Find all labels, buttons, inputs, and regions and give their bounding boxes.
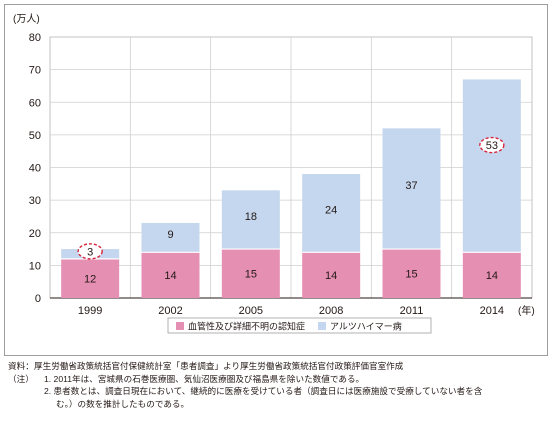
x-axis: 1999 2002 2005 2008 2011 2014 (年) (78, 304, 535, 317)
bar-segment-alzheimer (462, 79, 521, 253)
gridlines (49, 36, 533, 299)
y-axis: 0 10 20 30 40 50 60 70 80 (万人) (13, 13, 532, 305)
x-tick-label: 2014 (480, 305, 504, 317)
y-tick-label: 70 (29, 65, 41, 77)
bar-segment-alzheimer (302, 174, 361, 253)
source-text: 厚生労働省政策統括官付保健統計室「患者調査」より厚生労働省政策統括官付政策評価官… (34, 361, 404, 371)
bar-segment-vascular (462, 252, 521, 298)
x-unit-label: (年) (518, 304, 535, 317)
x-tick-label: 2005 (239, 305, 263, 317)
y-tick-label: 40 (29, 163, 41, 175)
x-tick-label: 2008 (319, 305, 343, 317)
highlight-circle (479, 136, 505, 154)
y-tick-label: 50 (29, 130, 41, 142)
y-tick-label: 10 (29, 260, 41, 272)
y-tick-label: 0 (35, 293, 41, 305)
source-note: 資料： 厚生労働省政策統括官付保健統計室「患者調査」より厚生労働省政策統括官付政… (8, 360, 548, 373)
y-tick-label: 20 (29, 228, 41, 240)
note-2-cont: む。）の数を推計したものである。 (56, 398, 190, 409)
y-unit-label: (万人) (13, 13, 40, 25)
highlight-circle (77, 243, 103, 260)
bar-segment-vascular (302, 252, 361, 298)
y-tick-label: 80 (29, 32, 41, 44)
data-label-vascular: 14 (325, 270, 337, 282)
bar-segment-alzheimer (221, 190, 280, 250)
legend-box (167, 317, 432, 334)
legend-label-alzheimer: アルツハイマー病 (330, 321, 402, 332)
data-label-alzheimer: 9 (167, 229, 173, 241)
data-label-vascular: 12 (84, 273, 96, 285)
note-1-text: 1. 2011年は、宮城県の石巻医療圏、気仙沼医療圏及び福島県を除いた数値である… (44, 373, 365, 384)
legend: 血管性及び詳細不明の認知症 アルツハイマー病 (167, 317, 432, 334)
legend-swatch-alzheimer (318, 322, 326, 330)
bar-segment-vascular (61, 258, 120, 298)
bar-segment-vascular (221, 249, 280, 298)
y-tick-label: 30 (29, 195, 41, 207)
bar-segment-alzheimer (141, 222, 200, 253)
data-label-vascular: 15 (245, 269, 257, 281)
note-2: 2. 患者数とは、調査日現在において、継続的に医療を受けている者（調査日には医療… (44, 386, 483, 396)
chart: 0 10 20 30 40 50 60 70 80 (万人) 12 3 14 9 15 18 14 24 15 37… (13, 13, 535, 334)
data-label-alzheimer: 3 (87, 246, 93, 258)
notes-label: （注） (8, 373, 34, 384)
x-tick-label: 1999 (78, 305, 102, 317)
bar-segment-vascular (382, 249, 441, 298)
data-label-vascular: 14 (486, 270, 498, 282)
legend-label-vascular: 血管性及び詳細不明の認知症 (188, 321, 305, 332)
note-1: （注） 1. 2011年は、宮城県の石巻医療圏、気仙沼医療圏及び福島県を除いた数… (8, 373, 548, 386)
data-label-alzheimer: 24 (325, 205, 337, 217)
notes: 資料： 厚生労働省政策統括官付保健統計室「患者調査」より厚生労働省政策統括官付政… (8, 360, 548, 410)
x-tick-label: 2002 (158, 305, 182, 317)
data-label-vascular: 15 (405, 269, 417, 281)
y-tick-label: 60 (29, 97, 41, 109)
bar-segment-vascular (141, 252, 200, 298)
data-label-vascular: 14 (164, 270, 176, 282)
bar-segment-alzheimer (382, 128, 441, 250)
x-tick-label: 2011 (400, 305, 424, 317)
data-label-alzheimer: 53 (486, 140, 498, 152)
legend-swatch-vascular (176, 322, 184, 330)
bars: 12 3 14 9 15 18 14 24 15 37 14 53 (61, 79, 521, 298)
source-label: 資料： (8, 361, 34, 371)
data-label-alzheimer: 18 (245, 211, 257, 223)
data-label-alzheimer: 37 (405, 180, 417, 192)
